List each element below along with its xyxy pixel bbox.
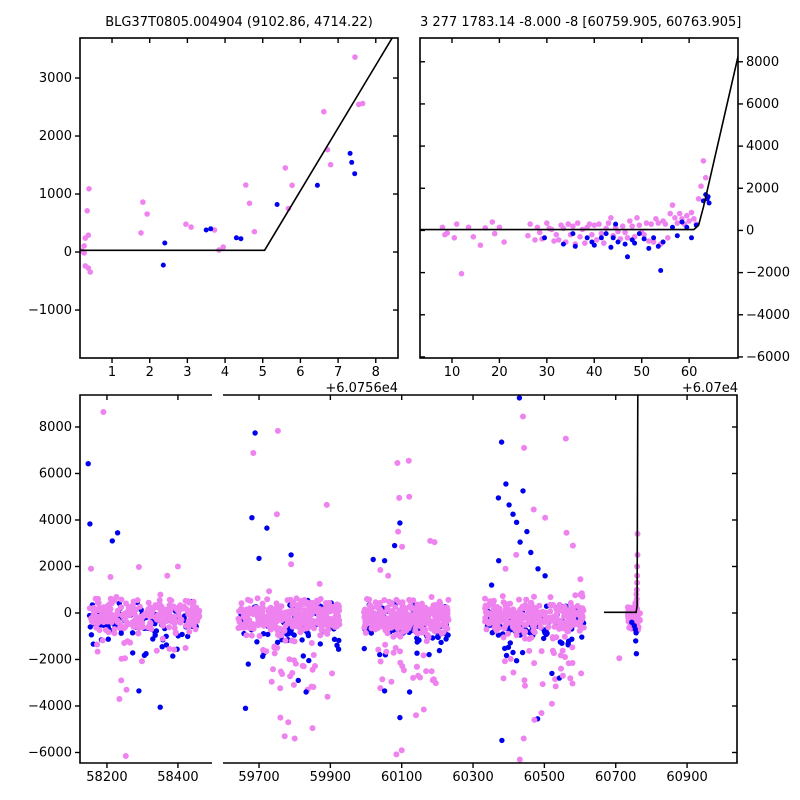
x-tick-label: 3 — [183, 365, 191, 380]
x-tick-label: 59700 — [238, 770, 279, 785]
axes-ticks: 1 2 3 4 5 6 7 8 −1000 0 1000 2000 3000 +6.0756e4 — [28, 38, 398, 396]
x-tick-label: 1 — [108, 365, 116, 380]
model-line — [420, 56, 738, 231]
axes-frame — [79, 394, 738, 764]
x-tick-label: 60700 — [595, 770, 636, 785]
y-tick-label: 6000 — [39, 466, 72, 481]
survey-flux-series — [439, 158, 709, 277]
x-tick-label: 40 — [586, 365, 603, 380]
x-tick-label: 59900 — [310, 770, 351, 785]
x-tick-label: 4 — [221, 365, 229, 380]
y-tick-label: 2000 — [39, 559, 72, 574]
x-tick-label: 50 — [633, 365, 650, 380]
x-tick-label: 60500 — [524, 770, 565, 785]
x-tick-label: 10 — [444, 365, 461, 380]
x-tick-label: 60 — [681, 365, 698, 380]
x-tick-label: 7 — [334, 365, 342, 380]
y-tick-label: 6000 — [746, 97, 779, 112]
x-tick-label: 2 — [146, 365, 154, 380]
y-tick-label: 1000 — [39, 187, 72, 202]
followup-flux-series — [160, 150, 358, 268]
y-tick-label: 8000 — [746, 55, 779, 70]
x-axis-offset-label: +6.07e4 — [682, 381, 738, 396]
x-tick-label: 20 — [491, 365, 508, 380]
followup-flux-series — [542, 192, 712, 273]
seasonal-clusters — [86, 588, 643, 693]
x-tick-label: 58400 — [157, 770, 198, 785]
y-tick-label: −6000 — [746, 350, 790, 365]
model-line — [80, 38, 394, 252]
y-tick-label: 8000 — [39, 420, 72, 435]
survey-flux-outliers — [88, 409, 641, 763]
plot-area — [85, 395, 643, 763]
x-tick-label: 58200 — [86, 770, 127, 785]
x-tick-label: 60100 — [381, 770, 422, 785]
survey-flux-series — [80, 54, 366, 275]
y-tick-label: −6000 — [28, 745, 72, 760]
subplot-title-left: BLG37T0805.004904 (9102.86, 4714.22) — [105, 15, 373, 30]
y-tick-label: −4000 — [746, 308, 790, 323]
x-tick-label: 60300 — [452, 770, 493, 785]
y-tick-label: 3000 — [39, 71, 72, 86]
x-tick-label: 6 — [296, 365, 304, 380]
y-tick-label: 2000 — [746, 181, 779, 196]
y-tick-label: 4000 — [746, 139, 779, 154]
plot-area — [420, 56, 738, 277]
y-tick-label: −2000 — [746, 266, 790, 281]
y-tick-label: 0 — [64, 606, 72, 621]
x-tick-label: 60900 — [666, 770, 707, 785]
y-tick-label: 2000 — [39, 129, 72, 144]
subplot-title-right: 3 277 1783.14 -8.000 -8 [60759.905, 6076… — [420, 15, 742, 30]
panel-zoomed-lightcurve-days: 1 2 3 4 5 6 7 8 −1000 0 1000 2000 3000 +6.0756e4 — [28, 37, 399, 396]
model-line — [604, 395, 639, 614]
y-tick-label: −4000 — [28, 699, 72, 714]
y-tick-label: −1000 — [28, 303, 72, 318]
x-tick-label: 5 — [259, 365, 267, 380]
axes-ticks: 10 20 30 40 50 60 −6000 −4000 −2000 0 2000 4000 6000… — [420, 38, 790, 396]
x-tick-label: 8 — [372, 365, 380, 380]
axes-frame — [419, 37, 739, 359]
axes-frame — [79, 37, 399, 359]
y-tick-label: 0 — [746, 223, 754, 238]
y-tick-label: −2000 — [28, 652, 72, 667]
plot-area — [80, 38, 394, 275]
panel-zoomed-lightcurve-window: 10 20 30 40 50 60 −6000 −4000 −2000 0 2000 4000 6000… — [419, 37, 790, 396]
y-tick-label: 4000 — [39, 513, 72, 528]
x-axis-offset-label: +6.0756e4 — [325, 381, 398, 396]
x-tick-label: 30 — [539, 365, 556, 380]
panel-full-lightcurve-broken-axis: 58200 58400 59700 59900 60100 60300 60500 60700… — [28, 394, 738, 785]
y-tick-label: 0 — [64, 245, 72, 260]
axes-ticks: 58200 58400 59700 59900 60100 60300 60500 60700… — [28, 395, 737, 785]
followup-flux-outliers — [85, 395, 640, 744]
